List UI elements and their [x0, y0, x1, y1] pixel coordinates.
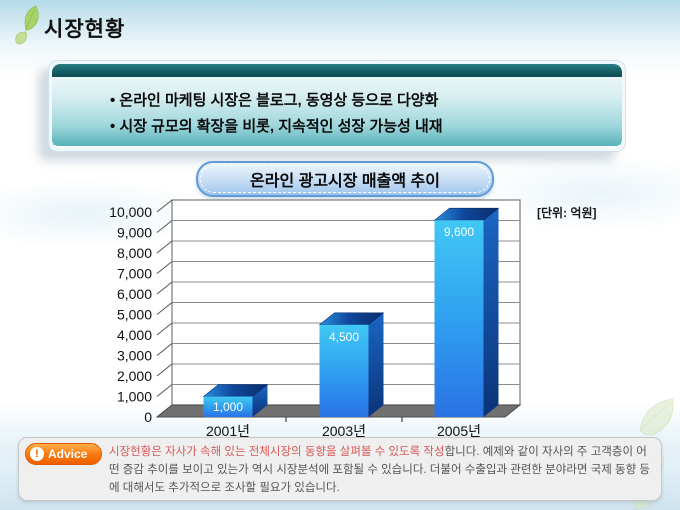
- svg-text:4,000: 4,000: [117, 327, 152, 343]
- svg-text:8,000: 8,000: [117, 245, 152, 261]
- svg-text:4,500: 4,500: [329, 330, 359, 344]
- svg-text:2003년: 2003년: [322, 423, 366, 439]
- advice-box: ! Advice 시장현황은 자사가 속해 있는 전체시장의 동향을 살펴볼 수…: [18, 437, 662, 501]
- svg-text:9,600: 9,600: [444, 225, 474, 239]
- svg-text:0: 0: [144, 409, 152, 425]
- page-title: 시장현황: [44, 18, 126, 41]
- advice-badge-label: Advice: [48, 447, 88, 461]
- summary-box: • 온라인 마케팅 시장은 블로그, 동영상 등으로 다양화 • 시장 규모의 …: [48, 60, 626, 152]
- svg-text:1,000: 1,000: [213, 400, 243, 414]
- svg-text:9,000: 9,000: [117, 225, 152, 241]
- leaf-icon: [15, 5, 39, 45]
- chart-title-pill: 온라인 광고시장 매출액 추이: [196, 161, 494, 197]
- summary-bullet-2: • 시장 규모의 확장을 비롯, 지속적인 성장 가능성 내재: [110, 118, 443, 135]
- svg-text:1,000: 1,000: [117, 389, 152, 405]
- summary-box-cap: [52, 64, 622, 77]
- svg-text:10,000: 10,000: [109, 204, 152, 220]
- advice-text-highlight: 시장현황은 자사가 속해 있는 전체시장의 동향을 살펴볼 수 있도록 작성: [109, 446, 445, 458]
- advice-badge: ! Advice: [25, 443, 102, 465]
- svg-text:2005년: 2005년: [437, 423, 481, 439]
- bar-chart: 0 1,000 2,000 3,000 4,000 5,000 6,000 7,000 8,00…: [95, 195, 680, 445]
- svg-text:3,000: 3,000: [117, 348, 152, 364]
- svg-text:6,000: 6,000: [117, 286, 152, 302]
- chart-title: 온라인 광고시장 매출액 추이: [250, 173, 440, 190]
- summary-box-body: • 온라인 마케팅 시장은 블로그, 동영상 등으로 다양화 • 시장 규모의 …: [52, 64, 622, 148]
- slide-header: 시장현황: [0, 0, 680, 56]
- svg-text:[단위: 억원]: [단위: 억원]: [537, 205, 596, 220]
- exclamation-icon: !: [30, 447, 44, 461]
- svg-text:2001년: 2001년: [206, 423, 250, 439]
- svg-text:2,000: 2,000: [117, 368, 152, 384]
- svg-text:7,000: 7,000: [117, 266, 152, 282]
- advice-text: 시장현황은 자사가 속해 있는 전체시장의 동향을 살펴볼 수 있도록 작성합니…: [109, 443, 655, 497]
- summary-bullet-1: • 온라인 마케팅 시장은 블로그, 동영상 등으로 다양화: [110, 92, 439, 109]
- svg-text:5,000: 5,000: [117, 307, 152, 323]
- bar-chart-svg: 0 1,000 2,000 3,000 4,000 5,000 6,000 7,000 8,00…: [109, 199, 596, 439]
